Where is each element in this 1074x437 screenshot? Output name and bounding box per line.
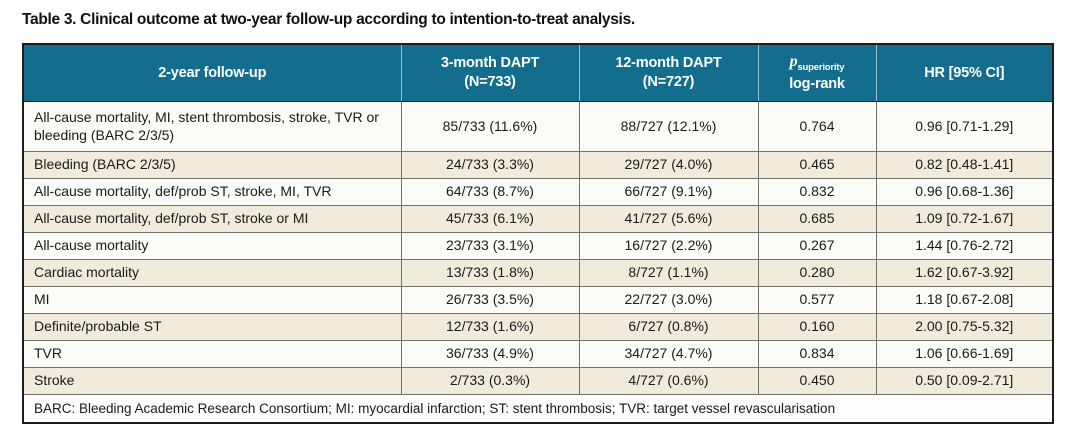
dapt3-cell: 13/733 (1.8%) (400, 259, 580, 287)
p-value-cell: 0.577 (757, 286, 877, 314)
hr-cell: 1.06 [0.66-1.69] (875, 340, 1054, 368)
hr-cell: 0.82 [0.48-1.41] (875, 151, 1054, 179)
table-header-row: 2-year follow-up 3-month DAPT (N=733) 12… (23, 44, 1053, 102)
hr-cell: 0.50 [0.09-2.71] (875, 367, 1054, 395)
dapt3-cell: 36/733 (4.9%) (400, 340, 580, 368)
table-row: Cardiac mortality 13/733 (1.8%) 8/727 (1… (22, 259, 1054, 287)
dapt12-cell: 88/727 (12.1%) (578, 101, 759, 152)
table-row: TVR 36/733 (4.9%) 34/727 (4.7%) 0.834 1.… (22, 340, 1054, 368)
dapt3-cell: 23/733 (3.1%) (400, 232, 580, 260)
column-header-hr-ci: HR [95% CI] (875, 44, 1053, 102)
table-row: MI 26/733 (3.5%) 22/727 (3.0%) 0.577 1.1… (22, 286, 1054, 314)
p-subscript: superiority (797, 62, 845, 74)
p-value-cell: 0.764 (757, 101, 877, 152)
header-line: (N=727) (642, 74, 695, 90)
column-header-12month-dapt: 12-month DAPT (N=727) (578, 44, 758, 102)
dapt12-cell: 6/727 (0.8%) (578, 313, 759, 341)
outcome-cell: Bleeding (BARC 2/3/5) (22, 151, 402, 179)
dapt3-cell: 26/733 (3.5%) (400, 286, 580, 314)
header-line: (N=733) (464, 74, 516, 90)
p-value-cell: 0.450 (757, 367, 877, 395)
dapt12-cell: 41/727 (5.6%) (578, 205, 759, 233)
dapt3-cell: 12/733 (1.6%) (400, 313, 580, 341)
table-row: Bleeding (BARC 2/3/5) 24/733 (3.3%) 29/7… (22, 151, 1054, 179)
outcome-cell: Stroke (22, 367, 402, 395)
dapt12-cell: 4/727 (0.6%) (578, 367, 759, 395)
table-row: Stroke 2/733 (0.3%) 4/727 (0.6%) 0.450 0… (22, 367, 1054, 395)
p-value-cell: 0.832 (757, 178, 877, 206)
table-row: All-cause mortality, def/prob ST, stroke… (22, 205, 1054, 233)
dapt12-cell: 34/727 (4.7%) (578, 340, 759, 368)
abbreviations-footnote: BARC: Bleeding Academic Research Consort… (23, 394, 1053, 423)
table-title: Table 3. Clinical outcome at two-year fo… (22, 11, 635, 28)
dapt12-cell: 22/727 (3.0%) (578, 286, 759, 314)
outcome-cell: Definite/probable ST (22, 313, 402, 341)
table-row: All-cause mortality, MI, stent thrombosi… (22, 101, 1054, 152)
footnote-row: BARC: Bleeding Academic Research Consort… (23, 394, 1053, 423)
table-row: All-cause mortality, def/prob ST, stroke… (22, 178, 1054, 206)
table-footer: BARC: Bleeding Academic Research Consort… (23, 394, 1053, 423)
dapt3-cell: 45/733 (6.1%) (400, 205, 580, 233)
hr-cell: 1.62 [0.67-3.92] (875, 259, 1054, 287)
p-value-cell: 0.834 (757, 340, 877, 368)
dapt12-cell: 66/727 (9.1%) (578, 178, 759, 206)
p-symbol: p (789, 53, 798, 71)
hr-cell: 0.96 [0.71-1.29] (875, 101, 1054, 152)
outcome-cell: Cardiac mortality (22, 259, 402, 287)
dapt3-cell: 85/733 (11.6%) (400, 101, 580, 152)
table-body: All-cause mortality, MI, stent thrombosi… (22, 101, 1054, 395)
header-line: log-rank (789, 75, 845, 92)
dapt12-cell: 16/727 (2.2%) (578, 232, 759, 260)
outcome-cell: All-cause mortality, def/prob ST, stroke… (22, 205, 402, 233)
hr-cell: 1.18 [0.67-2.08] (875, 286, 1054, 314)
hr-cell: 1.44 [0.76-2.72] (875, 232, 1054, 260)
outcome-cell: All-cause mortality, def/prob ST, stroke… (22, 178, 402, 206)
p-value-cell: 0.465 (757, 151, 877, 179)
header-line: 3-month DAPT (440, 55, 540, 72)
clinical-outcomes-table: 2-year follow-up 3-month DAPT (N=733) 12… (22, 43, 1054, 424)
hr-cell: 0.96 [0.68-1.36] (875, 178, 1054, 206)
dapt12-cell: 29/727 (4.0%) (578, 151, 759, 179)
hr-cell: 2.00 [0.75-5.32] (875, 313, 1054, 341)
outcome-cell: All-cause mortality (22, 232, 402, 260)
p-value-cell: 0.160 (757, 313, 877, 341)
table-row: Definite/probable ST 12/733 (1.6%) 6/727… (22, 313, 1054, 341)
column-header-follow-up: 2-year follow-up (23, 44, 401, 102)
p-value-cell: 0.267 (757, 232, 877, 260)
dapt3-cell: 24/733 (3.3%) (400, 151, 580, 179)
header-line: 12-month DAPT (615, 55, 722, 72)
dapt3-cell: 64/733 (8.7%) (400, 178, 580, 206)
dapt12-cell: 8/727 (1.1%) (578, 259, 759, 287)
p-value-cell: 0.685 (757, 205, 877, 233)
column-header-3month-dapt: 3-month DAPT (N=733) (400, 44, 579, 102)
outcome-cell: TVR (22, 340, 402, 368)
hr-cell: 1.09 [0.72-1.67] (875, 205, 1054, 233)
dapt3-cell: 2/733 (0.3%) (400, 367, 580, 395)
header-line: psuperiority (763, 52, 872, 74)
outcome-cell: All-cause mortality, MI, stent thrombosi… (22, 101, 402, 152)
outcome-cell: MI (22, 286, 402, 314)
column-header-p-superiority: psuperiority log-rank (757, 44, 876, 102)
table-row: All-cause mortality 23/733 (3.1%) 16/727… (22, 232, 1054, 260)
p-value-cell: 0.280 (757, 259, 877, 287)
